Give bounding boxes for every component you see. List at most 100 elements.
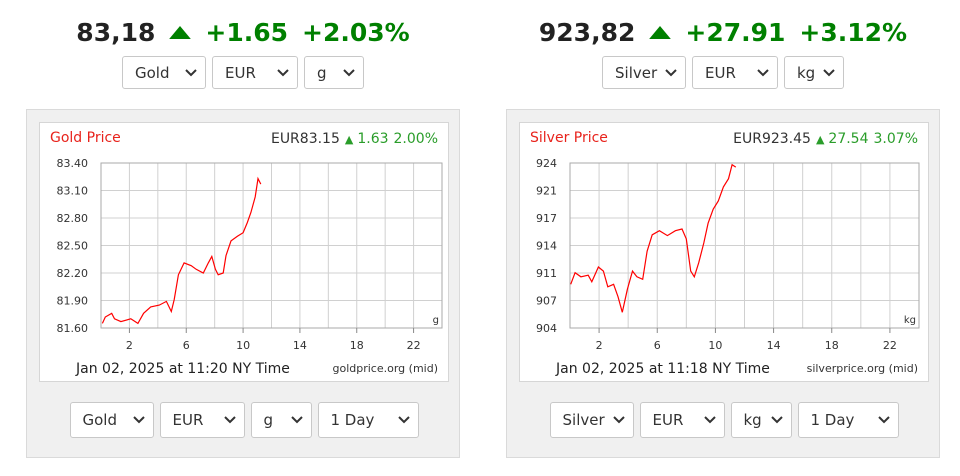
y-tick-label: 904 <box>536 322 557 335</box>
x-tick-label: 22 <box>883 339 897 352</box>
quote-change: 27.54 <box>828 131 868 147</box>
y-tick-label: 82.20 <box>57 267 89 280</box>
up-arrow <box>169 26 192 39</box>
x-tick-label: 14 <box>293 339 307 352</box>
select-value: Gold <box>82 411 118 429</box>
chevron-icon <box>703 416 716 424</box>
select[interactable]: g <box>250 402 312 438</box>
select[interactable]: 1 Day <box>317 402 419 438</box>
bottom-selects: Silver EUR kg 1 Day <box>507 402 941 438</box>
select[interactable]: Silver <box>549 402 634 438</box>
select-value: Silver <box>615 63 658 82</box>
chevron <box>770 416 783 424</box>
select[interactable]: Silver <box>602 56 686 89</box>
chevron-icon <box>397 416 410 424</box>
source: silverprice.org (mid) <box>807 362 918 375</box>
select[interactable]: EUR <box>212 56 298 89</box>
select[interactable]: EUR <box>159 402 245 438</box>
select-value: g <box>263 411 274 429</box>
quote-arrow: ▲ <box>816 133 825 146</box>
x-tick-label: 6 <box>654 339 661 352</box>
chart-box: Silver Price EUR923.45 ▲ 27.54 3.07% 904 907 91… <box>519 122 929 382</box>
chevron <box>185 68 197 76</box>
x-tick-label: 10 <box>708 339 722 352</box>
y-tick-label: 83.10 <box>57 185 89 198</box>
x-tick-label: 6 <box>183 339 190 352</box>
select-value: 1 Day <box>810 411 855 429</box>
x-tick-label: 18 <box>350 339 364 352</box>
chevron <box>757 68 769 76</box>
chevron <box>132 416 145 424</box>
select-value: Silver <box>562 411 605 429</box>
plot-border <box>100 162 443 329</box>
price-header: 923,82 +27.91 +3.12% <box>483 18 960 47</box>
y-tick-label: 924 <box>536 157 557 170</box>
x-tick-label: 18 <box>825 339 839 352</box>
chart-box: Gold Price EUR83.15 ▲ 1.63 2.00% 81.60 81.90 82… <box>39 122 449 382</box>
plot-border <box>569 162 920 329</box>
chevron-icon <box>877 416 890 424</box>
y-tick-label: 907 <box>536 295 557 308</box>
timestamp: Jan 02, 2025 at 11:18 NY Time <box>555 361 770 377</box>
chevron-icon <box>665 68 677 76</box>
y-tick-label: 917 <box>536 212 557 225</box>
select[interactable]: EUR <box>692 56 778 89</box>
chevron <box>703 416 716 424</box>
change-pct: +3.12% <box>799 18 908 47</box>
select[interactable]: EUR <box>639 402 725 438</box>
select-value: Gold <box>135 63 170 82</box>
select-value: g <box>317 63 327 82</box>
select-value: 1 Day <box>330 411 375 429</box>
select[interactable]: kg <box>784 56 844 89</box>
chevron-icon <box>132 416 145 424</box>
x-tick-label: 2 <box>596 339 603 352</box>
chevron-icon <box>185 68 197 76</box>
chevron <box>877 416 890 424</box>
unit-label: kg <box>904 315 916 326</box>
quote-price: EUR83.15 <box>271 131 340 147</box>
timestamp: Jan 02, 2025 at 11:20 NY Time <box>75 361 290 377</box>
x-tick-label: 22 <box>407 339 421 352</box>
chevron-icon <box>612 416 625 424</box>
quote-arrow: ▲ <box>345 133 354 146</box>
top-selects: Silver EUR kg <box>483 56 960 89</box>
select[interactable]: kg <box>730 402 792 438</box>
chevron <box>612 416 625 424</box>
x-tick-label: 10 <box>236 339 250 352</box>
quote-change-pct: 3.07% <box>874 131 918 147</box>
bottom-selects: Gold EUR g 1 Day <box>27 402 461 438</box>
select-value: EUR <box>172 411 204 429</box>
y-tick-label: 82.50 <box>57 240 89 253</box>
quote: EUR83.15 ▲ 1.63 2.00% <box>271 131 438 147</box>
chevron-icon <box>770 416 783 424</box>
y-tick-label: 81.90 <box>57 295 89 308</box>
quote: EUR923.45 ▲ 27.54 3.07% <box>733 131 918 147</box>
change-pct: +2.03% <box>302 18 410 47</box>
price: 83,18 <box>76 18 156 47</box>
chart-panel: Gold EUR g 1 Day Gold Price EUR83.15 ▲ 1.63 2.00… <box>26 109 460 458</box>
chart-title: Gold Price <box>50 130 121 146</box>
chevron-icon <box>290 416 303 424</box>
y-tick-label: 82.80 <box>57 212 89 225</box>
select[interactable]: Gold <box>69 402 154 438</box>
chart: Silver Price EUR923.45 ▲ 27.54 3.07% 904 907 91… <box>530 130 920 377</box>
select-value: EUR <box>225 63 256 82</box>
y-tick-label: 914 <box>536 240 557 253</box>
select[interactable]: 1 Day <box>797 402 899 438</box>
select[interactable]: g <box>304 56 364 89</box>
x-tick-label: 2 <box>126 339 133 352</box>
chevron-icon <box>823 68 835 76</box>
chevron <box>290 416 303 424</box>
source: goldprice.org (mid) <box>333 362 439 375</box>
chevron-icon <box>223 416 236 424</box>
chevron <box>665 68 677 76</box>
price: 923,82 <box>538 18 636 47</box>
y-tick-label: 83.40 <box>57 157 89 170</box>
select[interactable]: Gold <box>122 56 206 89</box>
chevron <box>397 416 410 424</box>
select-value: kg <box>797 63 816 82</box>
top-selects: Gold EUR g <box>3 56 483 89</box>
chevron <box>823 68 835 76</box>
price-line <box>570 163 737 313</box>
